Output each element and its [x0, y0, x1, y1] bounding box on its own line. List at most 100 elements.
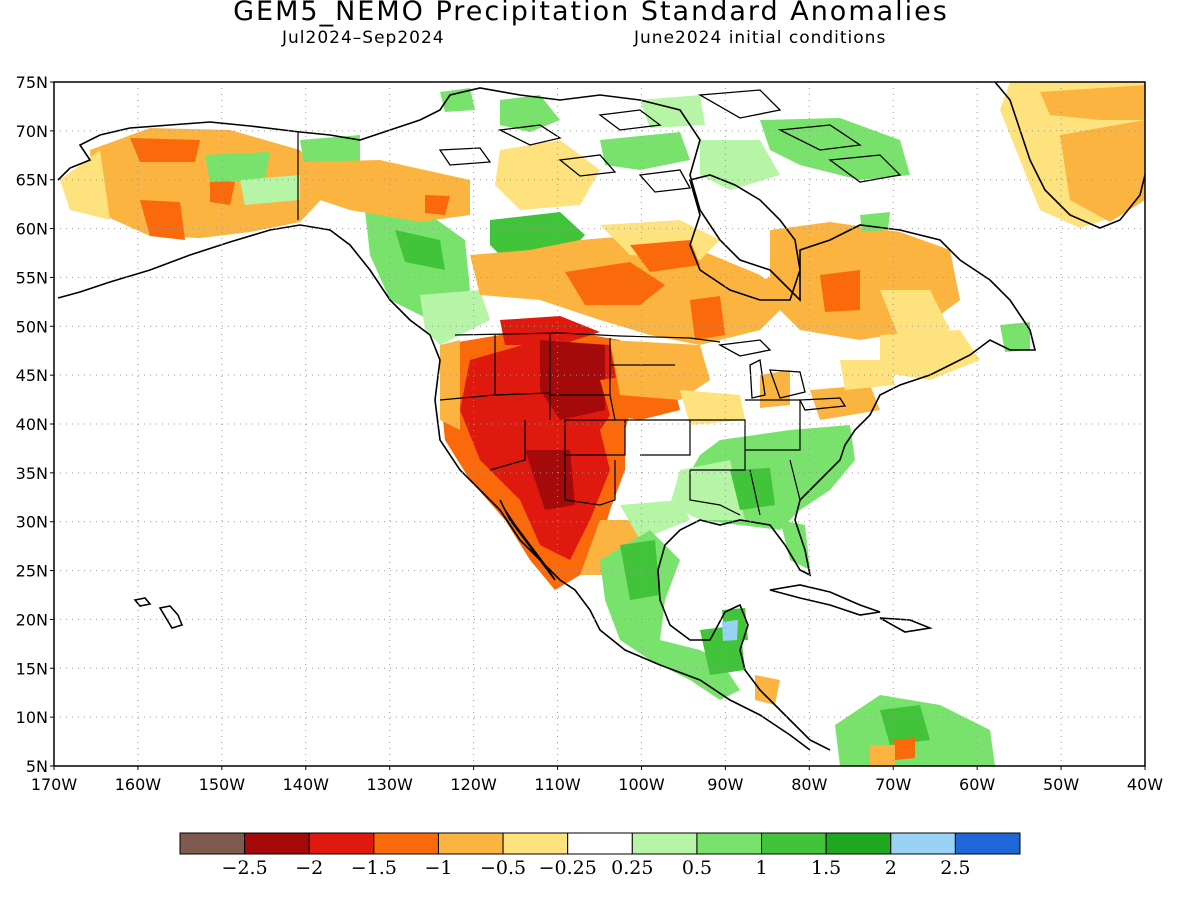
anomaly-region — [440, 88, 475, 112]
political-borders — [297, 132, 801, 516]
colorbar-swatch — [179, 832, 246, 855]
anomaly-region — [760, 270, 800, 302]
lat-tick-label: 5N — [26, 757, 48, 776]
longitude-axis: 170W 160W 150W 140W 130W 120W 110W 100W 90W 80W 70… — [31, 766, 1163, 794]
lon-tick-label: 170W — [31, 775, 78, 794]
colorbar-label: −1 — [424, 857, 452, 879]
anomaly-region — [1040, 85, 1145, 120]
anomaly-region — [730, 468, 775, 510]
lat-tick-label: 25N — [16, 562, 48, 581]
lon-tick-label: 80W — [791, 775, 827, 794]
colorbar-label: 0.25 — [611, 857, 653, 879]
anomaly-region — [420, 290, 490, 345]
anomaly-region — [620, 500, 690, 540]
anomaly-region — [395, 230, 445, 270]
colorbar-label: 0.5 — [682, 857, 712, 879]
lon-tick-label: 130W — [367, 775, 414, 794]
coastline — [499, 499, 556, 581]
anomaly-region — [610, 340, 710, 400]
coastline — [717, 339, 847, 411]
lat-tick-label: 55N — [16, 268, 48, 287]
forecast-period: Jul2024–Sep2024 — [282, 28, 445, 48]
anomaly-region — [495, 140, 600, 210]
lon-tick-label: 40W — [1127, 775, 1163, 794]
coastline — [994, 82, 1145, 229]
lat-tick-label: 15N — [16, 659, 48, 678]
anomaly-region — [60, 150, 110, 220]
anomaly-region — [680, 390, 745, 425]
lon-tick-label: 70W — [875, 775, 911, 794]
coastline — [879, 617, 933, 633]
colorbar-label: −1.5 — [351, 857, 397, 879]
anomaly-region — [880, 705, 930, 745]
anomaly-region — [1060, 120, 1145, 222]
coastline — [438, 89, 902, 193]
lat-tick-label: 45N — [16, 366, 48, 385]
colorbar-swatch — [502, 832, 569, 855]
lat-tick-label: 40N — [16, 415, 48, 434]
anomaly-region — [670, 460, 745, 520]
lat-tick-label: 65N — [16, 171, 48, 190]
colorbar-swatch — [567, 832, 633, 855]
anomaly-region — [440, 340, 460, 430]
anomaly-region — [690, 296, 725, 340]
colorbar-swatch — [761, 832, 827, 855]
colorbar-label: −2.5 — [222, 857, 268, 879]
anomaly-region — [820, 270, 860, 312]
lat-tick-label: 30N — [16, 513, 48, 532]
colorbar-label: 1.5 — [811, 857, 841, 879]
anomaly-region — [780, 520, 810, 570]
anomaly-region — [860, 212, 890, 232]
anomaly-region — [240, 175, 300, 205]
anomaly-region — [210, 180, 235, 205]
lon-tick-label: 100W — [618, 775, 665, 794]
anomaly-region — [760, 370, 790, 408]
colorbar-swatch — [373, 832, 439, 855]
initial-conditions: June2024 initial conditions — [634, 28, 887, 48]
anomaly-field — [57, 82, 1145, 766]
anomaly-region — [1000, 322, 1030, 352]
colorbar-swatch — [954, 832, 1021, 855]
anomaly-region — [810, 385, 880, 420]
lon-tick-label: 150W — [199, 775, 246, 794]
lon-tick-label: 120W — [450, 775, 497, 794]
coastline — [689, 174, 801, 301]
anomaly-region — [205, 152, 270, 182]
anomaly-region — [870, 745, 895, 766]
colorbar-swatch — [825, 832, 892, 855]
anomaly-region — [525, 450, 575, 510]
anomaly-region — [425, 195, 450, 215]
anomaly-region — [880, 330, 980, 380]
anomaly-region — [600, 132, 690, 170]
colorbar-swatch — [244, 832, 310, 855]
anomaly-region — [130, 138, 200, 162]
colorbar-swatch — [890, 832, 956, 855]
lat-tick-label: 60N — [16, 220, 48, 239]
anomaly-region — [140, 200, 185, 240]
coastline — [57, 87, 1037, 751]
anomaly-region — [760, 118, 910, 180]
lat-tick-label: 50N — [16, 317, 48, 336]
coastline — [133, 597, 184, 629]
anomaly-region — [620, 540, 660, 600]
colorbar-swatch — [308, 832, 375, 855]
colorbar-label: 2 — [885, 857, 897, 879]
anomaly-region — [755, 675, 780, 705]
colorbar-label: 1 — [755, 857, 767, 879]
colorbar-label: −2 — [295, 857, 323, 879]
colorbar-label: −0.5 — [480, 857, 526, 879]
lat-tick-label: 35N — [16, 464, 48, 483]
lon-tick-label: 90W — [707, 775, 743, 794]
anomaly-region — [600, 530, 740, 700]
anomaly-region — [700, 140, 780, 190]
latitude-axis: 75N 70N 65N 60N 55N 50N 45N 40N 35N 30N 25N 20N 15N 1… — [16, 73, 54, 776]
colorbar: −2.5 −2 −1.5 −1 −0.5 −0.25 0.25 0.5 1 1.5 2 2.5 — [179, 832, 1021, 879]
anomaly-region — [893, 738, 915, 760]
lon-tick-label: 160W — [115, 775, 162, 794]
coastline — [769, 584, 881, 616]
colorbar-swatch — [696, 832, 763, 855]
anomaly-region — [565, 262, 665, 305]
map-title: GEM5_NEMO Precipitation Standard Anomali… — [233, 0, 949, 27]
lat-tick-label: 20N — [16, 610, 48, 629]
